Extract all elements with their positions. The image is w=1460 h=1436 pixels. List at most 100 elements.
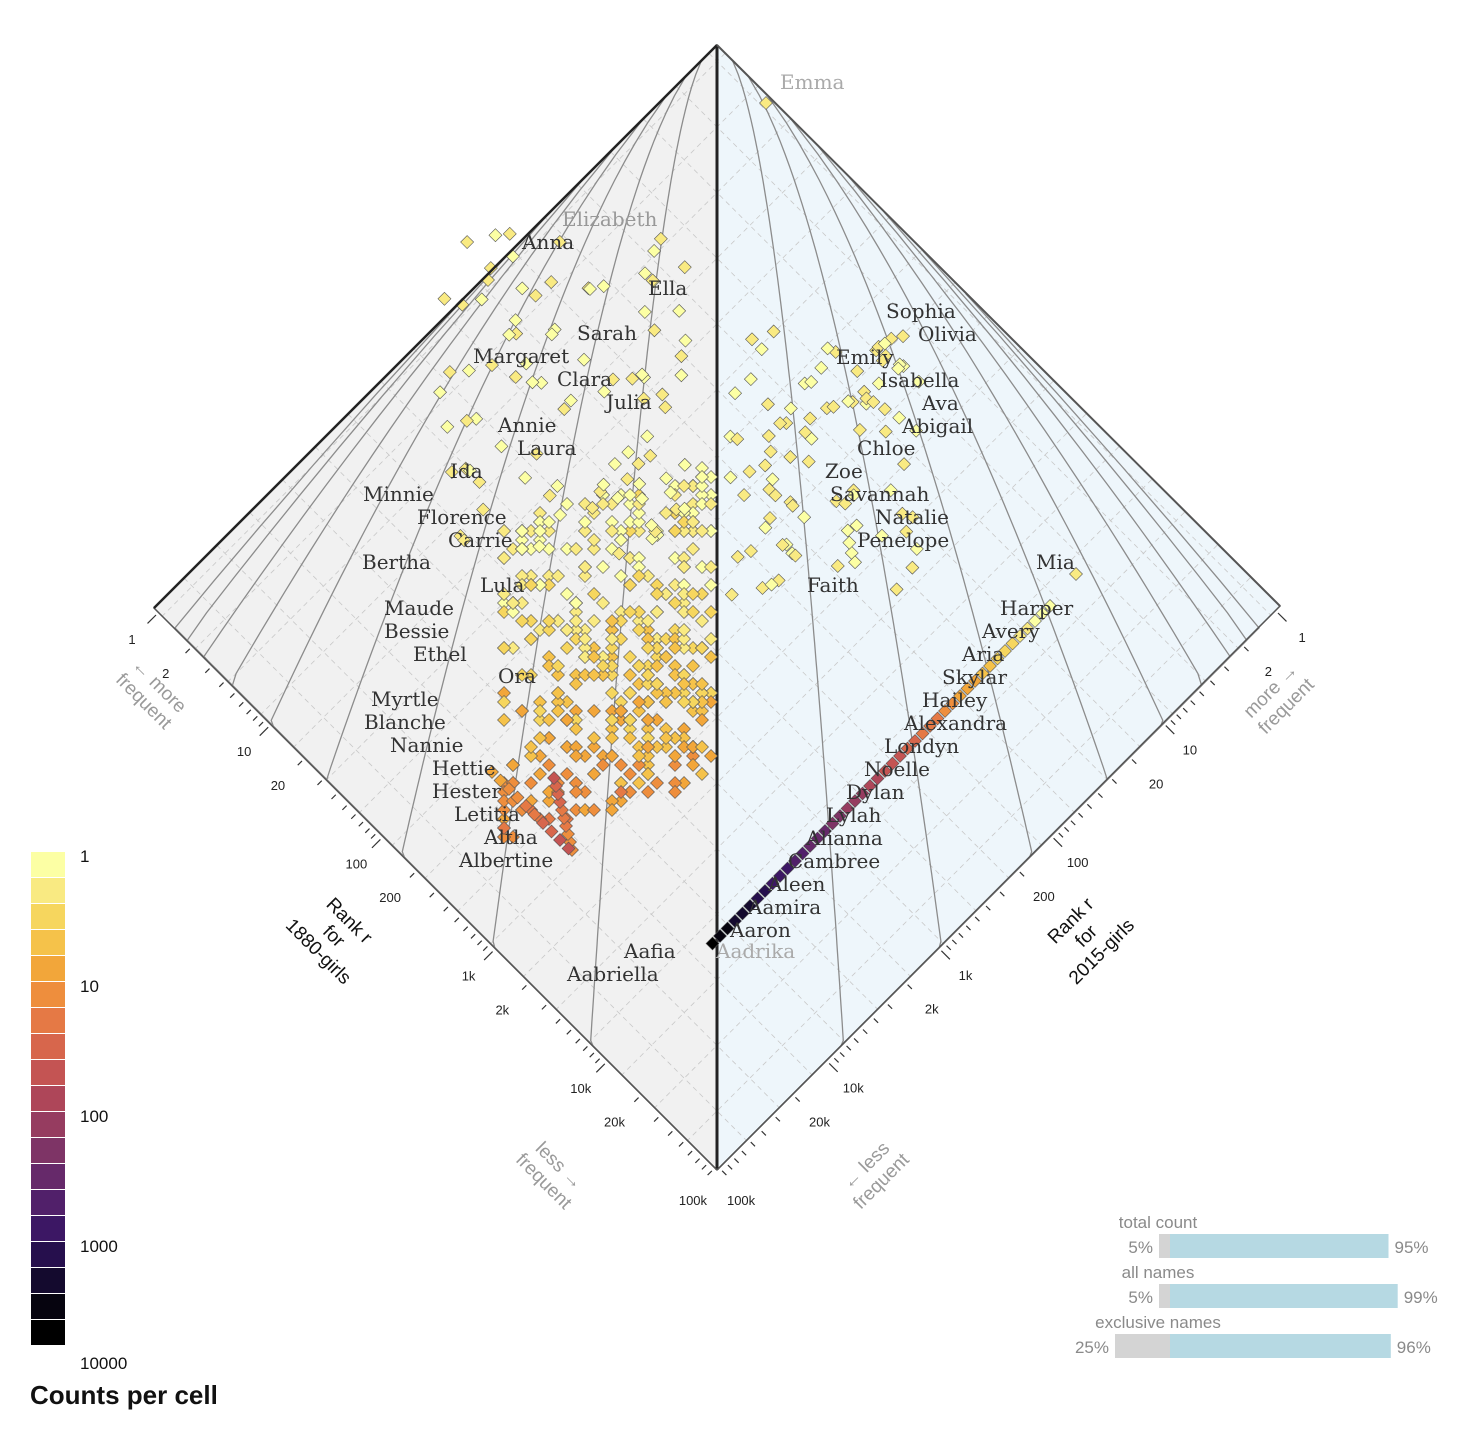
grid-line <box>654 544 1218 1108</box>
heatmap-cell <box>442 365 457 380</box>
axis-tick <box>595 1063 606 1073</box>
axis-tick <box>958 932 964 939</box>
exclusive-cell-right <box>938 704 952 718</box>
heatmap-cell <box>620 472 635 487</box>
legend-swatch <box>31 1008 65 1033</box>
legend-swatch <box>31 878 65 903</box>
axis-tick <box>521 984 527 991</box>
heatmap-cell <box>704 632 718 646</box>
name-label-left: Bessie <box>384 619 449 643</box>
axis-tick <box>409 872 415 878</box>
name-label-left: Sarah <box>577 321 637 345</box>
heatmap-cell <box>636 391 651 406</box>
name-label-right: Lylah <box>826 803 882 827</box>
legend-swatch <box>31 852 65 877</box>
heatmap-cell <box>909 541 924 556</box>
axis-tick <box>566 1029 572 1035</box>
exclusive-cell-right <box>1035 606 1050 621</box>
heatmap-cell <box>641 641 655 655</box>
balance-bars: total count 5% 95% all names 5% 99% exclusive … <box>1075 1213 1438 1358</box>
name-label-right: Isabella <box>880 368 960 392</box>
axis-tick <box>317 780 323 786</box>
heatmap-cell <box>761 397 775 412</box>
exclusive-cell-right <box>765 876 780 891</box>
heatmap-cell <box>614 704 628 718</box>
heatmap-cell <box>587 587 601 601</box>
axis-tick <box>839 1052 845 1058</box>
heatmap-cell <box>785 498 800 513</box>
name-label-left: Myrtle <box>371 687 439 711</box>
legend-tick-label: 100 <box>80 1107 108 1126</box>
heatmap-cell <box>728 386 743 401</box>
axis-tick-label: 2 <box>162 666 169 681</box>
heatmap-cell <box>641 713 655 727</box>
balance-right-value: 96% <box>1397 1338 1431 1357</box>
more-frequent-right: more →frequent <box>1239 659 1319 739</box>
heatmap-cell <box>519 356 534 371</box>
heatmap-cell <box>643 448 658 463</box>
heatmap-cell <box>596 758 610 772</box>
name-label-left: Ora <box>498 664 536 688</box>
exclusive-cell-right <box>788 854 802 868</box>
grid-line <box>314 446 878 1010</box>
heatmap-cell <box>497 587 511 601</box>
grid-line <box>556 446 1120 1010</box>
axis-tick <box>1070 820 1076 826</box>
axis-tick-label: 20 <box>271 778 285 793</box>
heatmap-cell <box>686 515 700 529</box>
heatmap-cell <box>632 776 646 790</box>
heatmap-cell <box>632 506 646 520</box>
name-label-left: Laura <box>517 436 577 460</box>
axis-tick <box>750 1141 756 1147</box>
balance-right-bar <box>1170 1284 1398 1308</box>
heatmap-cell <box>724 587 739 602</box>
exclusive-cell-right <box>818 824 832 838</box>
axis-tick <box>470 933 476 939</box>
balance-label: exclusive names <box>1095 1313 1221 1332</box>
exclusive-cell-right <box>803 839 817 853</box>
heatmap-cell <box>677 695 691 709</box>
exclusive-cell-right <box>758 884 772 898</box>
axis-tick <box>853 1037 859 1044</box>
axis-tick <box>429 892 435 898</box>
balance-left-value: 25% <box>1075 1338 1109 1357</box>
name-label-left: Ethel <box>413 642 467 666</box>
heatmap-cell <box>883 483 898 498</box>
heatmap-cell <box>515 668 529 682</box>
heatmap-cell <box>695 479 709 493</box>
heatmap-cell <box>472 475 487 489</box>
heatmap-cell <box>524 632 538 646</box>
heatmap-cell <box>798 425 813 440</box>
heatmap-cell <box>704 650 718 664</box>
heatmap-cell <box>678 333 693 348</box>
heatmap-cell <box>497 713 511 727</box>
heatmap-cell <box>761 429 776 443</box>
heatmap-cell <box>842 535 857 550</box>
heatmap-cell <box>587 704 601 718</box>
top-left-edge <box>153 44 718 609</box>
legend-title: Counts per cell <box>30 1380 218 1410</box>
heatmap-cell <box>877 336 892 351</box>
axis-tick <box>1277 612 1287 622</box>
exclusive-cell-right <box>848 794 862 808</box>
axis-tick <box>727 1164 733 1170</box>
heatmap-cell <box>830 559 845 573</box>
heatmap-cell <box>632 704 646 718</box>
axis-tick <box>238 701 244 707</box>
balance-left-bar <box>1159 1234 1170 1258</box>
heatmap-cell <box>476 502 491 517</box>
heatmap-cell <box>569 596 583 610</box>
axis-tick <box>873 1018 879 1024</box>
heatmap-cell <box>632 758 646 772</box>
heatmap-cell <box>653 231 668 246</box>
axis-tick <box>331 794 337 800</box>
axis-tick-label: 1 <box>128 632 135 647</box>
heatmap-cell <box>695 641 709 655</box>
heatmap-cell <box>686 587 700 601</box>
exclusive-cell-right <box>1028 614 1042 628</box>
heatmap-cell <box>605 686 619 700</box>
heatmap-cell <box>775 538 790 552</box>
heatmap-cell <box>508 370 523 384</box>
exclusive-cell-right <box>960 681 975 696</box>
balance-right-value: 99% <box>1404 1288 1438 1307</box>
